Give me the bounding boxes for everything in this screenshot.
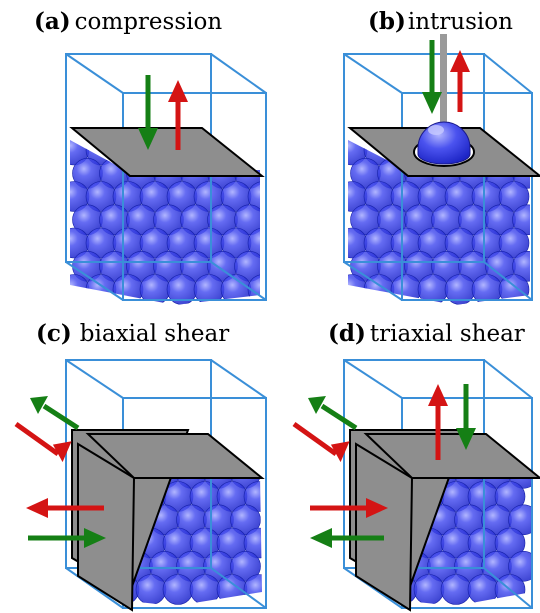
- panel-d-title: (d) triaxial shear: [328, 322, 525, 346]
- panel-c-tag: (c): [36, 320, 72, 347]
- box-a: [65, 53, 267, 301]
- particle: [189, 574, 221, 605]
- arrow-out-upper-d: [308, 396, 358, 431]
- box-b: [343, 53, 533, 301]
- particle: [494, 481, 526, 512]
- arrow-down-d: [456, 384, 476, 450]
- particle: [440, 574, 472, 605]
- particle: [413, 574, 445, 605]
- arrow-out-mid-d: [310, 528, 384, 548]
- arrow-up-b: [450, 50, 470, 112]
- particle: [234, 204, 260, 236]
- particle: [512, 204, 530, 236]
- arrow-in-upper-d: [292, 421, 350, 463]
- arrow-up-a: [168, 80, 188, 150]
- panel-a-title: (a) compression: [34, 10, 222, 34]
- particle: [243, 527, 262, 559]
- particle: [498, 181, 530, 212]
- particle: [243, 440, 262, 466]
- panel-a: [65, 53, 267, 305]
- particle: [230, 504, 261, 536]
- top-plate-d: [363, 433, 540, 479]
- top-plate-a: [69, 127, 265, 177]
- side-plate-d: [355, 442, 414, 612]
- side-plate-c: [77, 442, 136, 612]
- particle: [247, 227, 260, 259]
- arrow-in-mid-d: [310, 498, 388, 518]
- panel-b-title: (b)intrusion: [368, 10, 513, 34]
- intruder-rod: [440, 34, 447, 124]
- panel-c-title: (c) biaxial shear: [36, 322, 229, 346]
- panel-a-tag: (a): [34, 8, 71, 35]
- particle: [216, 574, 248, 605]
- particle: [498, 227, 530, 259]
- arrow-down-b: [422, 40, 442, 114]
- particle: [512, 250, 530, 282]
- panel-b-label: intrusion: [407, 9, 513, 35]
- panel-d-label: triaxial shear: [369, 321, 525, 347]
- intruder-sphere: [417, 121, 471, 165]
- arrow-out-upper-c: [30, 396, 80, 431]
- panel-c-label: biaxial shear: [79, 321, 230, 347]
- particle: [467, 574, 499, 605]
- arrow-in-upper-c: [14, 421, 72, 463]
- particle: [243, 574, 262, 605]
- panel-d-tag: (d): [328, 320, 366, 347]
- top-plate-c: [85, 433, 265, 479]
- arrow-up-d: [428, 384, 448, 460]
- particle: [247, 181, 260, 212]
- panel-b: [343, 34, 540, 305]
- arrow-in-mid-c: [26, 498, 104, 518]
- particle: [348, 274, 368, 305]
- arrow-down-a: [138, 75, 158, 150]
- panel-d: [292, 359, 540, 612]
- particle: [135, 574, 167, 605]
- particle: [243, 481, 262, 512]
- panel-b-tag: (b): [368, 8, 406, 35]
- particle: [494, 527, 526, 559]
- box-c: [65, 359, 267, 609]
- particle: [234, 250, 260, 282]
- arrow-out-mid-c: [28, 528, 106, 548]
- panel-c: [14, 359, 267, 612]
- panel-a-label: compression: [74, 9, 223, 35]
- particle: [70, 274, 90, 305]
- particle: [247, 140, 260, 166]
- particle: [230, 550, 261, 582]
- particle: [162, 574, 194, 605]
